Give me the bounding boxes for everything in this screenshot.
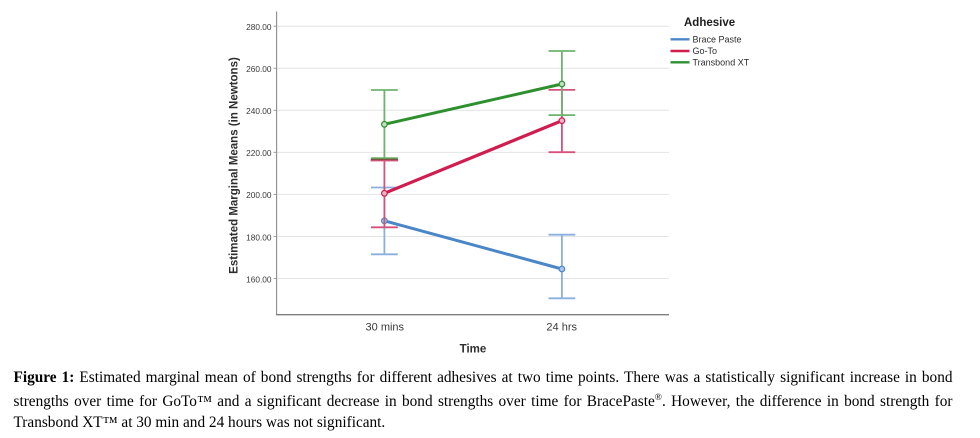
svg-text:30 mins: 30 mins — [366, 322, 405, 334]
svg-text:Time: Time — [460, 343, 487, 355]
svg-text:200.00: 200.00 — [246, 190, 272, 200]
svg-text:160.00: 160.00 — [246, 274, 272, 284]
svg-text:280.00: 280.00 — [246, 22, 272, 32]
svg-text:Adhesive: Adhesive — [684, 17, 735, 29]
svg-text:220.00: 220.00 — [246, 148, 272, 158]
svg-text:Estimated Marginal Means (in N: Estimated Marginal Means (in Newtons) — [229, 57, 241, 274]
svg-text:24 hrs: 24 hrs — [546, 322, 577, 334]
svg-text:260.00: 260.00 — [246, 64, 272, 74]
svg-text:Transbond XT: Transbond XT — [693, 58, 750, 68]
svg-text:240.00: 240.00 — [246, 106, 272, 116]
svg-text:Brace Paste: Brace Paste — [693, 35, 742, 45]
svg-text:Go-To: Go-To — [693, 46, 718, 56]
svg-text:180.00: 180.00 — [246, 232, 272, 242]
